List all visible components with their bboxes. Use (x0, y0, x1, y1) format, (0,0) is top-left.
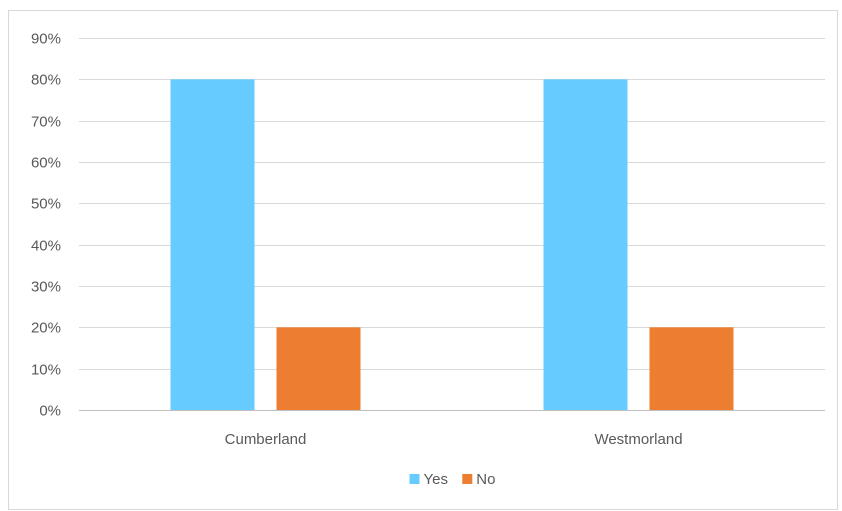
bar-yes-westmorland (543, 79, 628, 410)
y-tick-label: 50% (31, 196, 61, 213)
bars (170, 79, 734, 410)
x-tick-label: Westmorland (594, 431, 682, 448)
legend-item-no: No (462, 471, 495, 488)
y-tick-label: 30% (31, 279, 61, 296)
y-tick-label: 70% (31, 114, 61, 131)
y-tick-label: 40% (31, 238, 61, 255)
legend-item-yes: Yes (409, 471, 448, 488)
x-tick-label: Cumberland (225, 431, 307, 448)
chart-frame (8, 10, 838, 510)
legend: Yes No (409, 471, 495, 488)
y-tick-label: 80% (31, 72, 61, 89)
y-tick-label: 10% (31, 362, 61, 379)
y-tick-label: 90% (31, 31, 61, 48)
y-tick-label: 0% (39, 403, 61, 420)
bar-no-cumberland (276, 327, 361, 410)
legend-swatch (409, 474, 420, 484)
bar-yes-cumberland (170, 79, 255, 410)
y-tick-label: 20% (31, 320, 61, 337)
legend-swatch (462, 474, 473, 484)
legend-label: No (476, 471, 495, 488)
bar-no-westmorland (649, 327, 734, 410)
y-axis-ticks: 0% 10% 20% 30% 40% 50% 60% 70% 80% 90% (31, 31, 61, 420)
legend-label: Yes (424, 471, 448, 488)
y-tick-label: 60% (31, 155, 61, 172)
x-axis-ticks: Cumberland Westmorland (225, 431, 683, 448)
